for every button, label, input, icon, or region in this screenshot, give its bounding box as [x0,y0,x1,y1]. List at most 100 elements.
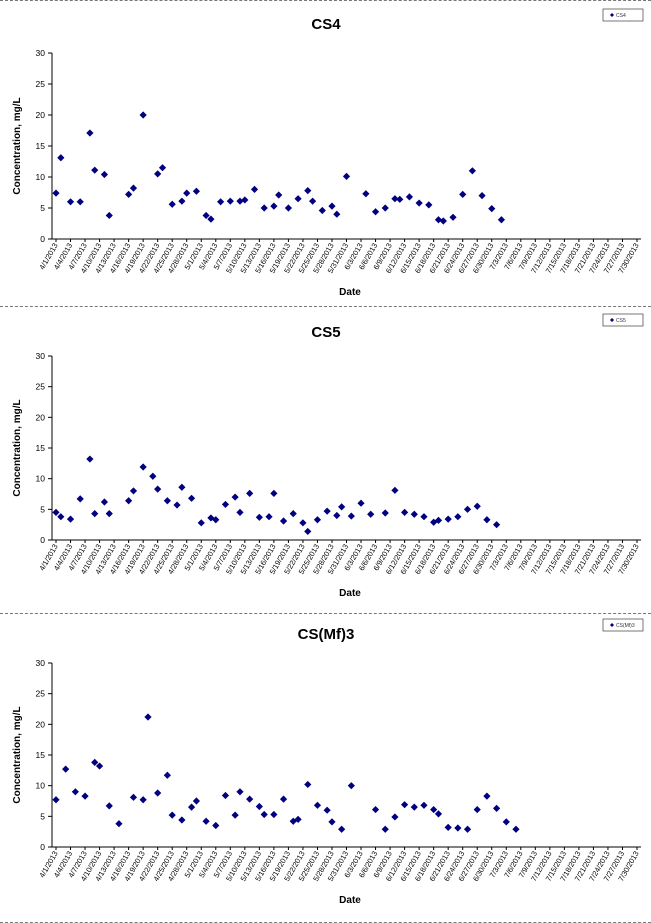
chart-svg: CS4 CS40510152025304/1/20134/4/20134/7/20… [12,8,644,298]
data-point [444,823,452,831]
data-point [473,502,481,510]
data-point [250,185,259,193]
y-tick-label: 20 [36,110,46,120]
data-point [323,507,331,515]
y-tick-label: 30 [36,48,46,58]
legend-marker [610,318,614,322]
data-point [488,205,496,213]
data-point [231,811,239,819]
data-point [173,501,181,509]
data-point [187,803,196,811]
data-point [289,817,297,825]
data-point [81,792,89,800]
data-point [57,154,65,162]
legend-marker [610,13,614,17]
data-point [168,811,176,819]
data-point [497,216,506,224]
data-point [149,472,157,480]
data-point [401,801,409,809]
data-point [139,111,147,119]
data-point [275,191,283,199]
data-point [163,771,171,779]
data-point [362,190,370,198]
y-tick-label: 15 [36,141,46,151]
data-point [512,825,520,833]
data-point [202,211,210,220]
y-tick-label: 0 [40,842,45,852]
y-tick-label: 20 [36,412,46,422]
data-point [279,795,288,803]
data-point [309,197,317,205]
data-point [328,202,336,210]
data-point [139,463,147,471]
y-tick-label: 10 [36,781,46,791]
y-axis-title: Concentration, mg/L [12,97,23,194]
data-point [459,190,467,198]
data-point [473,805,481,814]
data-point [468,167,476,175]
data-point [396,195,404,203]
data-point [57,513,65,521]
data-point [207,215,215,223]
data-point [338,503,346,511]
data-point [52,189,60,197]
y-tick-label: 10 [36,172,46,182]
chart-axes [51,663,641,848]
data-point [144,713,152,721]
data-point [410,510,418,518]
data-point [255,513,263,521]
data-point [434,216,443,224]
data-point [425,201,433,209]
chart-legend: CS(Mf)3 [602,618,644,632]
y-tick-label: 30 [36,351,46,361]
chart-legend: CS5 [602,313,644,327]
legend-entry: CS4 [616,13,626,19]
data-point [260,810,268,819]
y-tick-label: 20 [36,719,46,729]
data-point [129,793,138,801]
data-point [71,788,79,796]
data-point [323,806,331,814]
data-point [192,797,201,805]
data-point [420,513,428,521]
chart-title: CS4 [311,16,341,33]
data-point [129,487,138,495]
data-point [381,825,389,833]
data-point [105,510,113,518]
data-point [357,499,365,507]
data-point [139,796,147,804]
data-point [371,805,380,814]
data-point [270,202,278,210]
data-point [221,791,230,800]
data-point [279,517,288,525]
data-point [217,198,225,206]
data-point [463,825,472,833]
data-point [154,485,162,493]
data-point [178,483,186,491]
data-point [502,818,510,826]
data-point [202,817,210,825]
data-point [212,516,220,524]
data-point [255,802,263,811]
data-point [91,510,99,518]
y-tick-label: 5 [40,203,45,213]
data-point [410,803,418,811]
data-point [212,821,220,830]
data-point [449,213,457,221]
y-tick-label: 25 [36,382,46,392]
data-point [304,780,312,789]
legend-entry: CS(Mf)3 [616,623,635,629]
data-point [313,516,322,524]
data-point [52,796,60,804]
data-point [439,217,447,225]
data-point [289,510,297,518]
chart-title: CS5 [311,324,340,341]
data-point [226,197,234,205]
data-point [154,170,162,178]
y-tick-label: 10 [36,474,46,484]
data-point [105,802,113,810]
chart-panel-cs5: CS5 CS5 0 5 10 15 20 25 30 4/1/2013 4/4/2013 4/7/20… [0,307,651,614]
data-point [299,519,307,527]
data-point [129,184,138,192]
